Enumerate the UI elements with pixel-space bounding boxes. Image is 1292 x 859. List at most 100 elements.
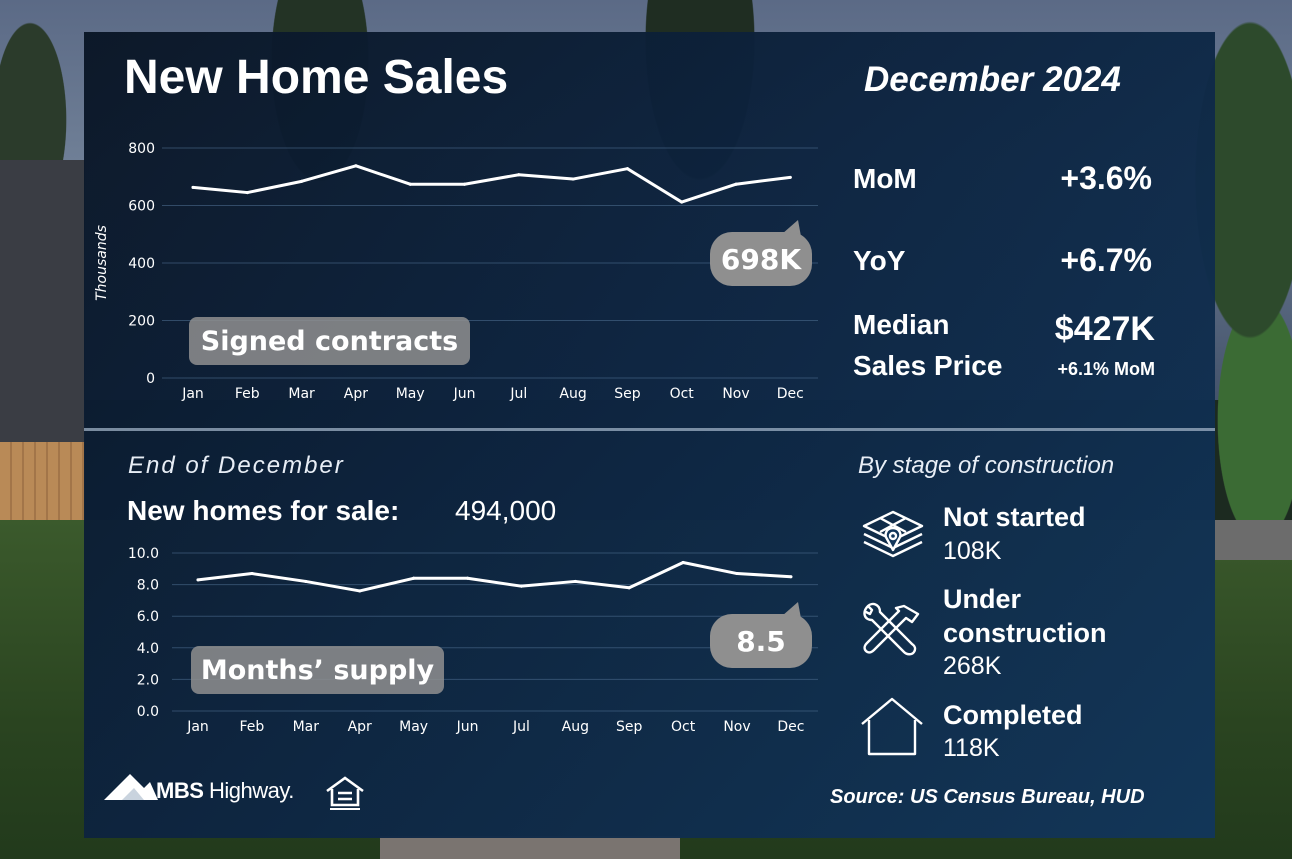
- mom-label: MoM: [853, 163, 917, 194]
- section-divider: [84, 428, 1215, 431]
- mbs-highway-logo-icon: [104, 774, 158, 800]
- x-tick-label: Jan: [186, 719, 209, 735]
- stage-under-construction-value: 268K: [943, 652, 1002, 680]
- series-label-box: [191, 646, 444, 694]
- series-label-text: Months’ supply: [201, 655, 435, 686]
- data-point: [358, 589, 362, 593]
- yoy-label: YoY: [853, 245, 906, 276]
- stage-not-started-value: 108K: [943, 537, 1002, 565]
- x-tick-label: Oct: [670, 386, 695, 402]
- median-price-change: +6.1% MoM: [1057, 359, 1155, 379]
- x-tick-label: Apr: [344, 386, 368, 402]
- blueprint-pin-icon: [862, 510, 924, 558]
- source-credit: Source: US Census Bureau, HUD: [830, 786, 1145, 808]
- y-tick-label: 6.0: [137, 609, 159, 625]
- data-point: [191, 185, 195, 189]
- x-tick-label: Nov: [723, 719, 750, 735]
- data-point: [196, 578, 200, 582]
- data-point: [245, 191, 249, 195]
- x-tick-label: Mar: [288, 386, 315, 402]
- homes-for-sale-label: New homes for sale:: [127, 495, 400, 526]
- x-tick-label: Feb: [240, 719, 265, 735]
- tools-icon: [863, 602, 920, 656]
- x-tick-label: Jun: [456, 719, 479, 735]
- series-line-segment: [354, 164, 412, 186]
- x-tick-label: Jun: [453, 386, 476, 402]
- median-label-line2: Sales Price: [853, 350, 1003, 381]
- series-line-segment: [517, 173, 575, 181]
- data-point: [408, 182, 412, 186]
- data-point: [789, 575, 793, 579]
- x-tick-label: Aug: [562, 719, 589, 735]
- series-label-text: Signed contracts: [201, 326, 459, 357]
- x-tick-label: Dec: [777, 386, 804, 402]
- months-supply-chart: 0.0 2.0 4.0 6.0 8.0 10.0 Jan Feb Mar Apr May Jun Jul…: [128, 546, 818, 735]
- data-point: [250, 572, 254, 576]
- last-value-callout: 698K: [710, 220, 812, 286]
- road: [1215, 520, 1292, 560]
- y-tick-label: 0: [146, 371, 155, 387]
- series-line-segment: [680, 182, 738, 204]
- x-tick-label: Oct: [671, 719, 696, 735]
- data-point: [681, 560, 685, 564]
- series-label: Months’ supply: [191, 646, 444, 694]
- y-axis-label: Thousands: [94, 225, 110, 301]
- stage-not-started-label: Not started: [943, 502, 1086, 532]
- x-tick-label: Apr: [348, 719, 372, 735]
- y-tick-label: 2.0: [137, 672, 159, 688]
- y-tick-label: 0.0: [137, 704, 159, 720]
- x-tick-label: Jul: [509, 386, 527, 402]
- stages-title: By stage of construction: [858, 452, 1115, 479]
- fence: [0, 442, 85, 532]
- data-point: [625, 167, 629, 171]
- series-line-segment: [734, 175, 792, 186]
- series-line-segment: [358, 576, 416, 593]
- x-tick-label: Dec: [777, 719, 804, 735]
- equal-housing-icon: [326, 776, 364, 810]
- x-tick-label: Aug: [559, 386, 586, 402]
- y-tick-label: 400: [128, 256, 155, 272]
- brand-name-light: Highway.: [209, 778, 294, 803]
- signed-contracts-chart: 0 200 400 600 800 Thousands Jan Feb Mar Apr May Jun…: [94, 141, 818, 402]
- last-value-callout: 8.5: [710, 602, 812, 668]
- median-price-value: $427K: [1054, 310, 1155, 348]
- callout-box: [710, 614, 812, 668]
- series-line-segment: [681, 560, 739, 576]
- x-tick-label: Feb: [235, 386, 260, 402]
- x-tick-label: May: [396, 386, 425, 402]
- house-siding: [0, 160, 85, 450]
- data-point: [734, 182, 738, 186]
- period-label: End of December: [128, 452, 345, 479]
- x-tick-label: Sep: [614, 386, 641, 402]
- stage-under-construction-label: Under construction: [943, 584, 1107, 648]
- data-point: [463, 182, 466, 186]
- homes-for-sale-value: 494,000: [455, 495, 557, 526]
- series-line-segment: [463, 173, 521, 186]
- data-point: [300, 179, 304, 183]
- info-panel: [84, 32, 1215, 838]
- y-tick-label: 800: [128, 141, 155, 157]
- x-tick-label: May: [399, 719, 428, 735]
- page-title: New Home Sales: [124, 51, 509, 104]
- x-tick-label: Jul: [512, 719, 530, 735]
- data-point: [304, 579, 308, 583]
- brand-name: MBS Highway.: [156, 778, 294, 804]
- x-tick-label: Mar: [293, 719, 320, 735]
- median-label-line1: Median: [853, 309, 950, 340]
- data-point: [680, 200, 684, 204]
- mom-value: +3.6%: [1060, 160, 1152, 196]
- series-line-segment: [191, 185, 249, 195]
- stage-completed-label: Completed: [943, 700, 1083, 730]
- callout-value: 8.5: [736, 625, 786, 658]
- series-line-segment: [571, 167, 629, 181]
- series-line-segment: [304, 579, 362, 593]
- series-line-segment: [245, 179, 304, 195]
- y-tick-label: 10.0: [128, 546, 159, 562]
- series-line-segment: [300, 164, 358, 183]
- yoy-value: +6.7%: [1060, 242, 1152, 278]
- series-line-segment: [466, 576, 523, 588]
- x-tick-label: Nov: [722, 386, 749, 402]
- y-tick-label: 8.0: [137, 578, 159, 594]
- report-date: December 2024: [864, 60, 1121, 99]
- series-line-segment: [625, 167, 684, 204]
